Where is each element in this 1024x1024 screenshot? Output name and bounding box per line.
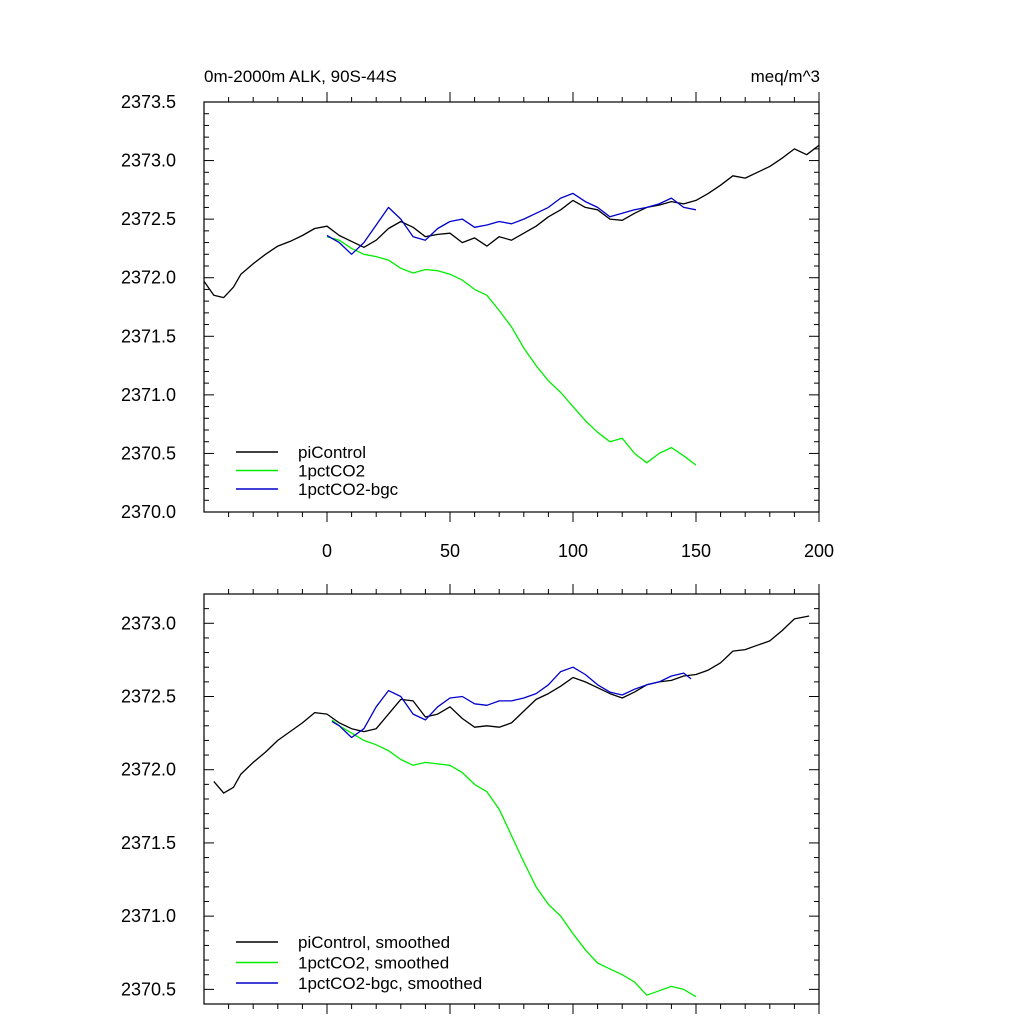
y-tick-label: 2372.0: [121, 268, 176, 288]
legend-label: piControl: [298, 443, 366, 462]
legend-label: 1pctCO2-bgc: [298, 480, 399, 499]
top-panel: 0m-2000m ALK, 90S-44S meq/m^3 0 50 100 150 2…: [121, 67, 834, 561]
series-line: [331, 719, 697, 998]
x-tick-label: 0: [322, 541, 332, 561]
axis-ticks: 2370.5 2371.0 2371.5 2372.0 2372.5 2373.0: [121, 584, 820, 1014]
x-tick-label: 100: [558, 541, 588, 561]
legend: piControl, smoothed 1pctCO2, smoothed1pct…: [236, 933, 482, 993]
y-tick-label: 2370.5: [121, 979, 176, 999]
y-tick-label: 2373.5: [121, 92, 176, 112]
axis-ticks: 0 50 100 150 200 2370.0 2370.5 2371.0 2371.5 2372…: [121, 92, 834, 561]
y-tick-label: 2371.5: [121, 326, 176, 346]
plot-frame: [203, 593, 820, 1005]
bottom-panel: 2370.5 2371.0 2371.5 2372.0 2372.5 2373.0 piC…: [121, 584, 820, 1014]
series-line: [331, 666, 692, 739]
series-line: [203, 144, 820, 299]
y-tick-label: 2373.0: [121, 613, 176, 633]
series-line: [213, 615, 810, 794]
legend-label: 1pctCO2, smoothed: [298, 954, 449, 973]
units-label: meq/m^3: [751, 67, 820, 86]
y-tick-label: 2371.0: [121, 906, 176, 926]
legend-label: 1pctCO2-bgc, smoothed: [298, 974, 482, 993]
series-layer: [203, 144, 820, 466]
y-tick-label: 2370.5: [121, 443, 176, 463]
series-layer: [213, 615, 810, 998]
chart-title: 0m-2000m ALK, 90S-44S: [204, 67, 397, 86]
x-tick-label: 50: [440, 541, 460, 561]
series-line: [326, 192, 697, 255]
y-tick-label: 2371.5: [121, 833, 176, 853]
legend-label: 1pctCO2: [298, 462, 365, 481]
legend-label: piControl, smoothed: [298, 933, 450, 952]
series-line: [326, 236, 697, 466]
plot-frame: [203, 101, 820, 513]
y-tick-label: 2373.0: [121, 151, 176, 171]
y-tick-label: 2370.0: [121, 502, 176, 522]
x-tick-label: 150: [681, 541, 711, 561]
y-tick-label: 2371.0: [121, 385, 176, 405]
y-tick-label: 2372.5: [121, 687, 176, 707]
x-tick-label: 200: [804, 541, 834, 561]
y-tick-label: 2372.0: [121, 760, 176, 780]
y-tick-label: 2372.5: [121, 209, 176, 229]
